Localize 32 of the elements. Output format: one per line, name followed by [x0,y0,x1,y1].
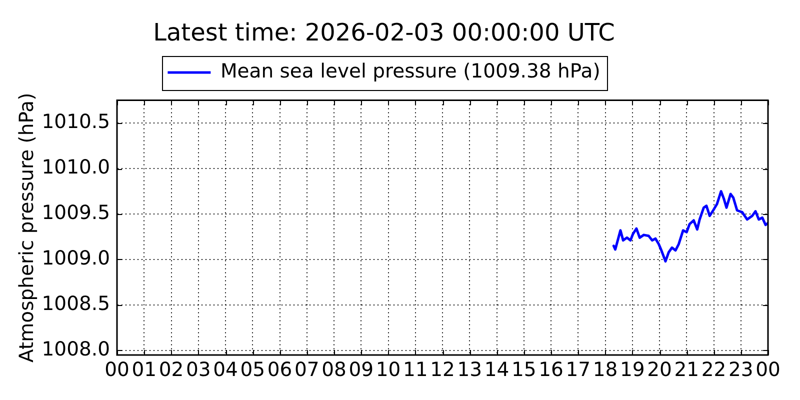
x-tick-label: 20 [647,358,672,381]
x-tick-label: 07 [294,358,320,381]
x-tick-label: 17 [566,358,591,381]
x-tick-label: 06 [267,358,292,381]
x-tick-label: 13 [457,358,482,381]
y-tick-label: 1010.0 [42,156,110,179]
x-tick-label: 23 [728,358,754,381]
x-tick-label: 04 [213,358,238,381]
chart-title: Latest time: 2026-02-03 00:00:00 UTC [153,18,615,47]
y-tick-label: 1009.5 [42,201,110,224]
x-tick-label: 09 [348,358,374,381]
x-tick-label: 05 [240,358,266,381]
x-tick-label: 22 [701,358,726,381]
x-tick-label: 12 [430,358,455,381]
x-tick-label: 11 [402,358,428,381]
legend-label: Mean sea level pressure (1009.38 hPa) [220,60,600,83]
x-tick-label: 03 [186,358,211,381]
x-tick-label: 14 [484,358,510,381]
x-tick-label: 01 [132,358,157,381]
x-tick-label: 00 [756,358,780,381]
y-axis-title: Atmospheric pressure (hPa) [14,92,38,362]
x-tick-label: 08 [322,358,346,381]
x-tick-label: 19 [620,358,645,381]
x-tick-label: 02 [158,358,184,381]
x-tick-label: 18 [592,358,618,381]
x-tick-label: 21 [674,358,700,381]
y-tick-label: 1010.5 [42,110,110,134]
x-tick-label: 15 [511,358,536,381]
x-tick-label: 16 [538,358,564,381]
y-tick-label: 1009.0 [42,246,110,270]
y-tick-label: 1008.5 [42,292,110,316]
x-tick-label: 10 [376,358,401,381]
